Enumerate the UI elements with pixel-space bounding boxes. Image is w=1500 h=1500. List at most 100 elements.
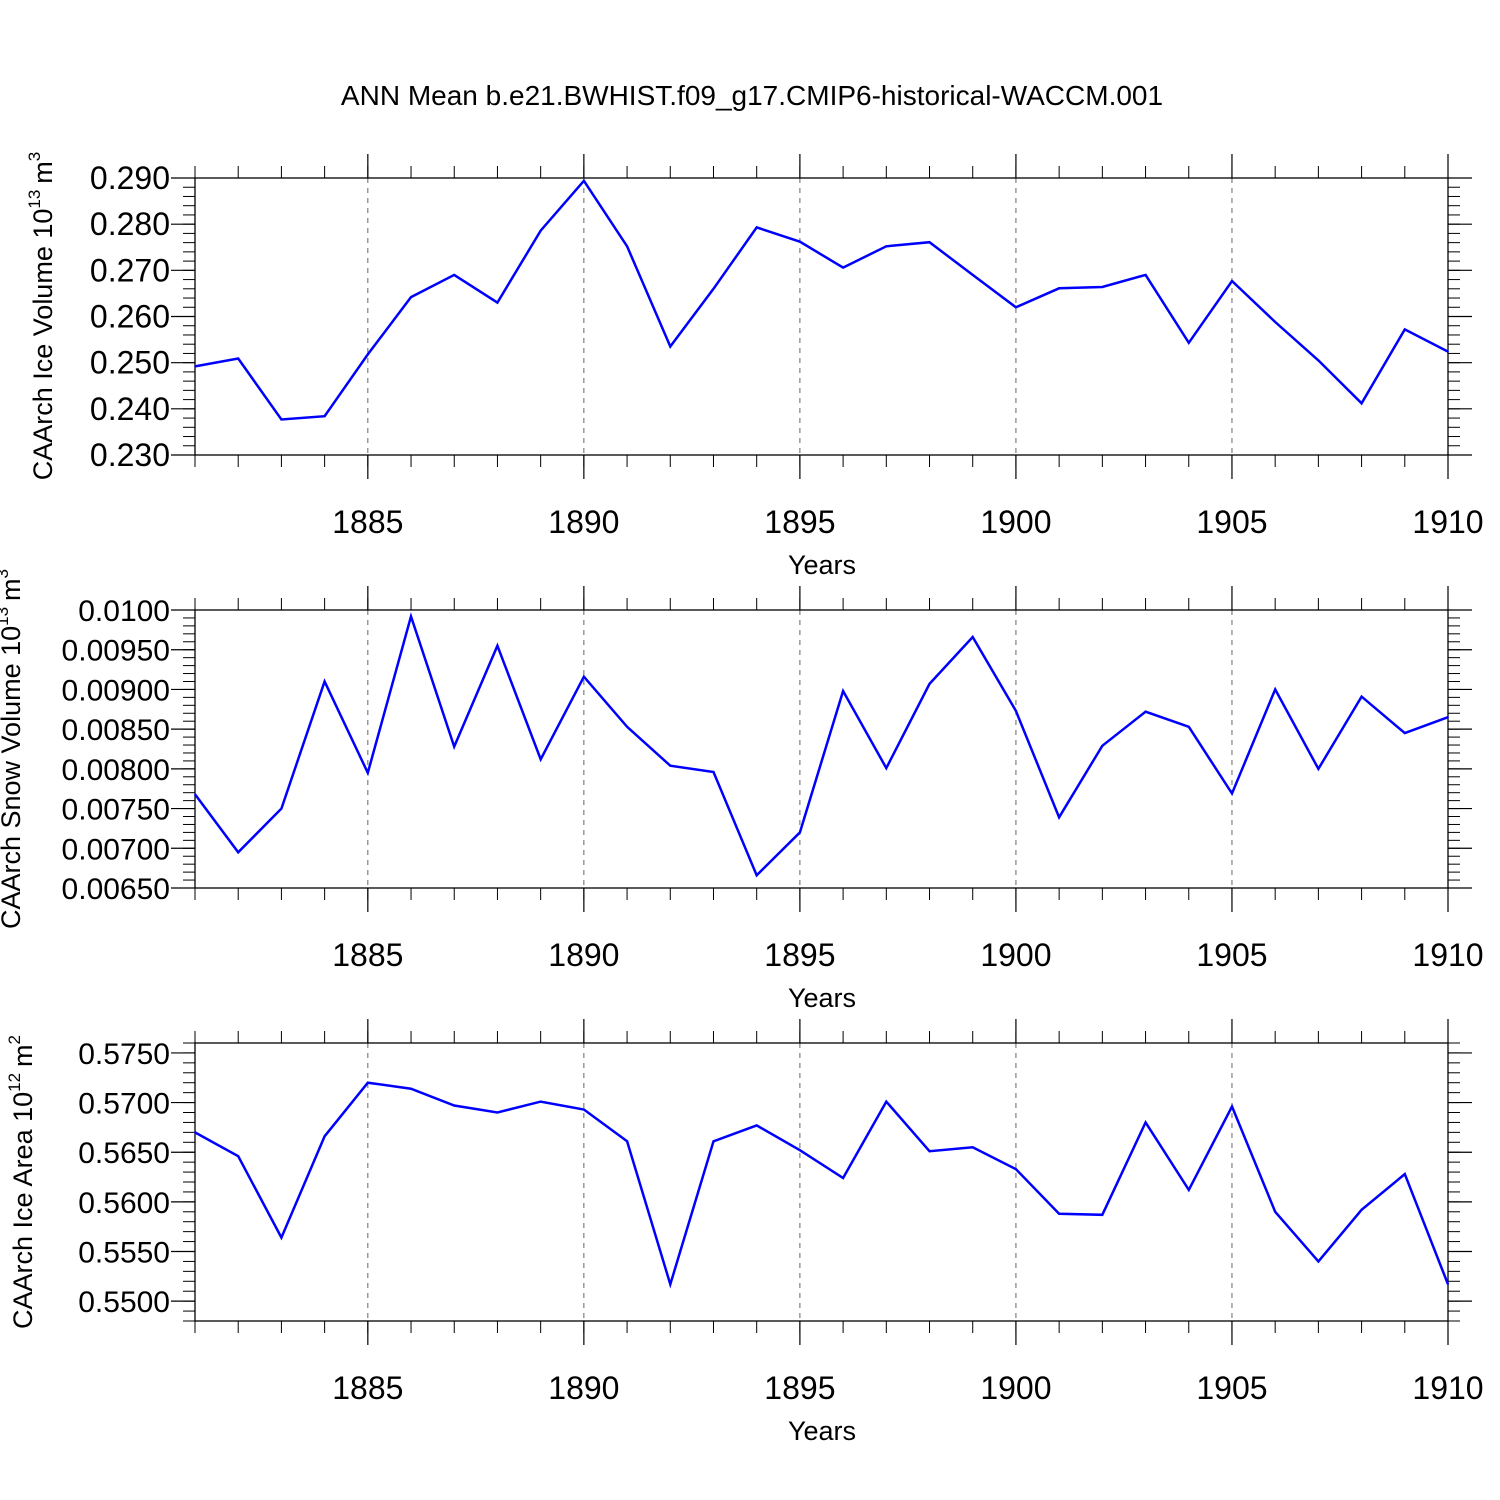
data-point bbox=[280, 807, 283, 810]
data-point bbox=[237, 1155, 240, 1157]
data-point bbox=[1274, 321, 1276, 323]
x-tick-label: 1885 bbox=[332, 937, 403, 973]
data-point bbox=[1403, 732, 1406, 734]
data-point bbox=[1187, 1189, 1190, 1191]
data-point bbox=[799, 831, 801, 834]
y-axis-label-unit: m bbox=[8, 1044, 38, 1067]
y-tick-label: 0.5600 bbox=[78, 1187, 170, 1220]
x-axis-label: Years bbox=[788, 550, 856, 580]
data-point bbox=[1447, 716, 1449, 719]
data-point bbox=[1015, 306, 1017, 309]
data-point bbox=[539, 758, 542, 761]
y-tick-label: 0.270 bbox=[90, 252, 170, 288]
x-tick-label: 1905 bbox=[1196, 1370, 1267, 1406]
data-point bbox=[323, 415, 326, 418]
data-point bbox=[971, 1146, 974, 1149]
x-tick-label: 1910 bbox=[1412, 937, 1483, 973]
data-point bbox=[755, 226, 758, 229]
data-point bbox=[755, 1124, 758, 1127]
data-point bbox=[1360, 402, 1363, 405]
plot-frame bbox=[194, 1042, 1449, 1322]
data-point bbox=[842, 690, 844, 692]
data-point bbox=[1187, 725, 1190, 728]
y-axis-label-unit: m bbox=[0, 578, 26, 601]
data-point bbox=[971, 274, 974, 276]
data-point bbox=[367, 772, 369, 774]
data-point bbox=[669, 345, 672, 348]
y-tick-label: 0.0100 bbox=[78, 595, 170, 628]
data-point bbox=[799, 1149, 801, 1152]
y-tick-label: 0.5700 bbox=[78, 1088, 170, 1121]
chart-panel-3: 1885 1890 1895 1900 1905 1910 0.5500 0.5550 0.56… bbox=[5, 1019, 1484, 1446]
data-point bbox=[755, 874, 758, 877]
x-tick-label: 1900 bbox=[980, 937, 1051, 973]
data-point bbox=[1058, 1212, 1060, 1215]
y-tick-label: 0.00700 bbox=[62, 833, 170, 866]
y-tick-label: 0.230 bbox=[90, 437, 170, 473]
data-point bbox=[885, 245, 888, 248]
plot-frame bbox=[194, 177, 1449, 456]
plot-frame bbox=[194, 609, 1449, 889]
data-point bbox=[367, 353, 369, 356]
data-point bbox=[496, 301, 499, 304]
x-tick-label: 1900 bbox=[980, 1370, 1051, 1406]
x-tick-label: 1885 bbox=[332, 504, 403, 540]
data-point bbox=[539, 1100, 542, 1103]
y-tick-label: 0.00800 bbox=[62, 754, 170, 787]
y-axis-label-exponent: 13 bbox=[25, 190, 44, 209]
x-tick-label: 1910 bbox=[1412, 1370, 1483, 1406]
y-axis-label: CAArch Snow Volume 1013 m3 bbox=[0, 569, 26, 929]
y-tick-label: 0.00650 bbox=[62, 873, 170, 906]
data-point bbox=[194, 793, 196, 796]
data-line bbox=[194, 178, 1449, 421]
data-point bbox=[367, 1081, 369, 1084]
data-point bbox=[1231, 1105, 1233, 1108]
y-tick-label: 0.290 bbox=[90, 160, 170, 196]
data-point bbox=[928, 1150, 931, 1153]
data-point bbox=[1317, 359, 1320, 362]
data-point bbox=[237, 851, 240, 854]
y-tick-label: 0.00950 bbox=[62, 635, 170, 668]
data-point bbox=[1144, 710, 1147, 713]
chart-panel-1: 1885 1890 1895 1900 1905 1910 0.230 0.240 0.250 0… bbox=[25, 152, 1484, 580]
data-line bbox=[194, 1081, 1450, 1289]
y-tick-label: 0.00850 bbox=[62, 714, 170, 747]
x-tick-label: 1895 bbox=[764, 1370, 835, 1406]
data-point bbox=[1144, 1121, 1147, 1124]
data-point bbox=[583, 179, 585, 182]
data-point bbox=[1231, 792, 1233, 795]
data-point bbox=[626, 245, 628, 248]
data-point bbox=[410, 615, 412, 618]
y-axis-label-text: CAArch Snow Volume 10 bbox=[0, 626, 26, 929]
data-point bbox=[1015, 1168, 1017, 1170]
data-point bbox=[453, 274, 456, 276]
x-tick-label: 1905 bbox=[1196, 504, 1267, 540]
x-tick-label: 1885 bbox=[332, 1370, 403, 1406]
y-axis-label: CAArch Ice Area 1012 m2 bbox=[5, 1035, 38, 1329]
x-tick-label: 1895 bbox=[764, 504, 835, 540]
y-axis-label-exponent: 12 bbox=[5, 1073, 24, 1092]
data-point bbox=[1101, 1213, 1104, 1216]
y-tick-label: 0.00900 bbox=[62, 674, 170, 707]
data-line bbox=[193, 612, 1449, 878]
x-tick-label: 1910 bbox=[1412, 504, 1483, 540]
data-point bbox=[712, 1140, 715, 1143]
data-point bbox=[453, 745, 456, 748]
data-point bbox=[1360, 1209, 1363, 1211]
data-point bbox=[971, 636, 974, 638]
data-point bbox=[237, 357, 240, 360]
data-point bbox=[1317, 768, 1320, 770]
data-point bbox=[1101, 286, 1104, 288]
data-point bbox=[1101, 745, 1104, 747]
y-axis-label-text: CAArch Ice Volume 10 bbox=[28, 209, 58, 481]
data-point bbox=[410, 296, 412, 298]
data-point bbox=[885, 767, 888, 769]
x-axis-label: Years bbox=[788, 983, 856, 1013]
x-tick-label: 1900 bbox=[980, 504, 1051, 540]
data-point bbox=[1058, 816, 1060, 819]
data-point bbox=[712, 288, 715, 290]
data-point bbox=[194, 365, 196, 368]
data-point bbox=[280, 1236, 283, 1239]
data-point bbox=[885, 1100, 888, 1103]
chart-panel-2: 1885 1890 1895 1900 1905 1910 0.00650 0.00700 0.… bbox=[0, 569, 1484, 1013]
